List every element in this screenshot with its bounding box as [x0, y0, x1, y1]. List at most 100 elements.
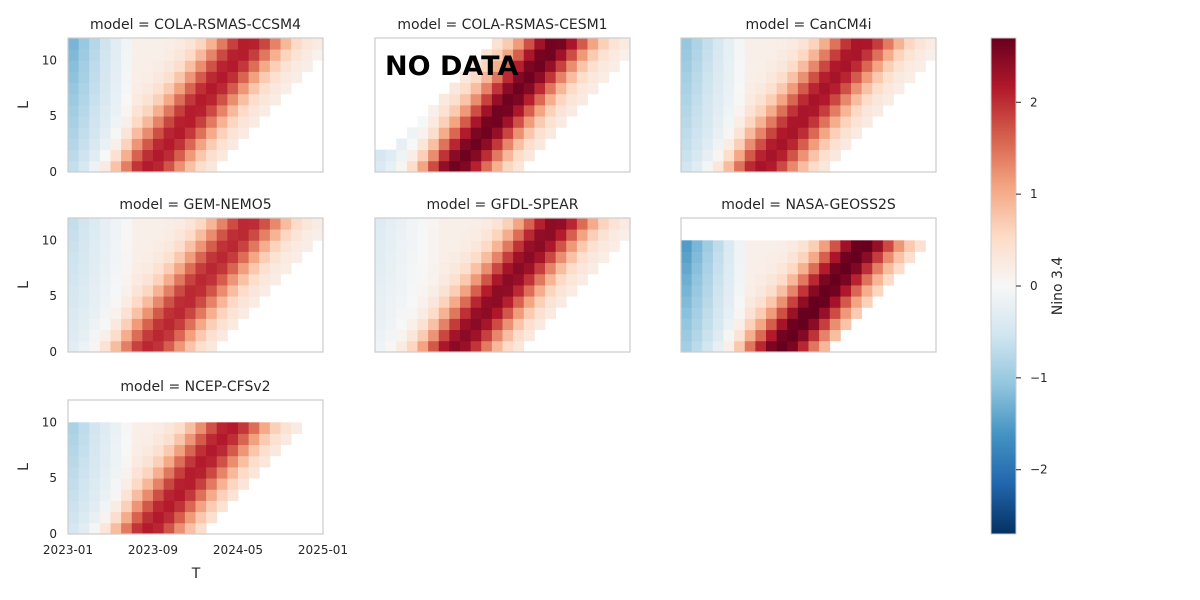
heatmap-cell	[723, 71, 735, 84]
heatmap-cell	[702, 127, 714, 139]
heatmap-cell	[523, 307, 535, 319]
heatmap-cell	[744, 285, 756, 297]
heatmap-cell	[808, 93, 820, 106]
heatmap-cell	[184, 489, 196, 501]
heatmap-cell	[555, 273, 567, 286]
heatmap-cell	[449, 273, 461, 286]
heatmap-cell	[238, 455, 250, 468]
heatmap-cell	[808, 307, 820, 319]
heatmap-cell	[819, 38, 831, 50]
heatmap-cell	[78, 285, 90, 297]
heatmap-cell	[851, 307, 863, 319]
heatmap-cell	[776, 160, 788, 172]
heatmap-cell	[78, 511, 90, 524]
heatmap-cell	[121, 138, 133, 151]
heatmap-cell	[110, 229, 122, 241]
heatmap-cell	[797, 251, 809, 264]
heatmap-cell	[681, 82, 693, 95]
heatmap-cell	[513, 340, 525, 352]
heatmap-cell	[787, 105, 799, 117]
heatmap-cell	[110, 127, 122, 139]
heatmap-cell	[723, 329, 735, 342]
heatmap-cell	[206, 160, 218, 172]
heatmap-cell	[142, 38, 154, 50]
heatmap-cell	[238, 273, 250, 286]
y-tick-label: 5	[49, 471, 57, 485]
heatmap-cell	[184, 455, 196, 468]
heatmap-cell	[861, 296, 873, 308]
heatmap-cell	[323, 218, 334, 230]
heatmap-cell	[184, 49, 196, 61]
heatmap-cell	[110, 71, 122, 84]
heatmap-cell	[174, 49, 186, 61]
heatmap-cell	[195, 218, 207, 230]
heatmap-cell	[396, 307, 408, 319]
heatmap-cell	[766, 38, 778, 50]
heatmap-cell	[142, 422, 154, 434]
heatmap-cell	[131, 511, 143, 524]
heatmap-cell	[840, 49, 852, 61]
heatmap-cell	[312, 49, 323, 61]
heatmap-cell	[417, 318, 429, 331]
heatmap-cell	[174, 285, 186, 297]
heatmap-cell	[904, 38, 916, 50]
heatmap-cell	[681, 127, 693, 139]
heatmap-cell	[438, 273, 450, 286]
heatmap-cell	[131, 433, 143, 446]
heatmap-cell	[545, 273, 557, 286]
heatmap-cell	[375, 340, 387, 352]
heatmap-cell	[776, 307, 788, 319]
heatmap-cell	[470, 105, 482, 117]
heatmap-cell	[153, 218, 165, 230]
heatmap-cell	[153, 489, 165, 501]
heatmap-cell	[110, 93, 122, 106]
heatmap-cell	[428, 307, 440, 319]
heatmap-cell	[110, 500, 122, 513]
heatmap-cell	[259, 38, 271, 50]
heatmap-cell	[195, 296, 207, 308]
heatmap-cell	[797, 329, 809, 342]
heatmap-cell	[206, 38, 218, 50]
heatmap-cell	[744, 60, 756, 72]
heatmap-cell	[702, 262, 714, 275]
heatmap-cell	[206, 149, 218, 162]
heatmap-cell	[619, 38, 630, 50]
heatmap-cell	[438, 218, 450, 230]
heatmap-cell	[470, 149, 482, 162]
heatmap-cell	[163, 240, 175, 252]
heatmap-cell	[428, 329, 440, 342]
heatmap-cell	[89, 149, 101, 162]
heatmap-cell	[184, 105, 196, 117]
heatmap-cell	[259, 60, 271, 72]
heatmap-cell	[491, 285, 503, 297]
heatmap-cell	[744, 273, 756, 286]
heatmap-cell	[195, 49, 207, 61]
heatmap-cell	[78, 93, 90, 106]
heatmap-cell	[184, 522, 196, 534]
heatmap-cell	[776, 105, 788, 117]
heatmap-cell	[872, 38, 884, 50]
heatmap-cell	[396, 329, 408, 342]
heatmap-cell	[99, 433, 111, 446]
heatmap-cell	[449, 149, 461, 162]
heatmap-cell	[153, 285, 165, 297]
heatmap-cell	[840, 240, 852, 252]
heatmap-cell	[131, 218, 143, 230]
heatmap-cell	[385, 240, 397, 252]
x-tick-label: 2023-01	[43, 543, 93, 557]
heatmap-cell	[121, 93, 133, 106]
heatmap-cell	[195, 273, 207, 286]
heatmap-cell	[227, 433, 239, 446]
heatmap-cell	[819, 285, 831, 297]
heatmap-cell	[216, 489, 228, 501]
heatmap-cell	[153, 296, 165, 308]
heatmap-cell	[502, 105, 514, 117]
heatmap-cell	[513, 116, 525, 128]
heatmap-cell	[375, 273, 387, 286]
heatmap-cell	[449, 329, 461, 342]
heatmap-cell	[375, 149, 387, 162]
heatmap-cell	[78, 489, 90, 501]
heatmap-cell	[131, 82, 143, 95]
heatmap-cell	[163, 218, 175, 230]
heatmap-cell	[681, 149, 693, 162]
